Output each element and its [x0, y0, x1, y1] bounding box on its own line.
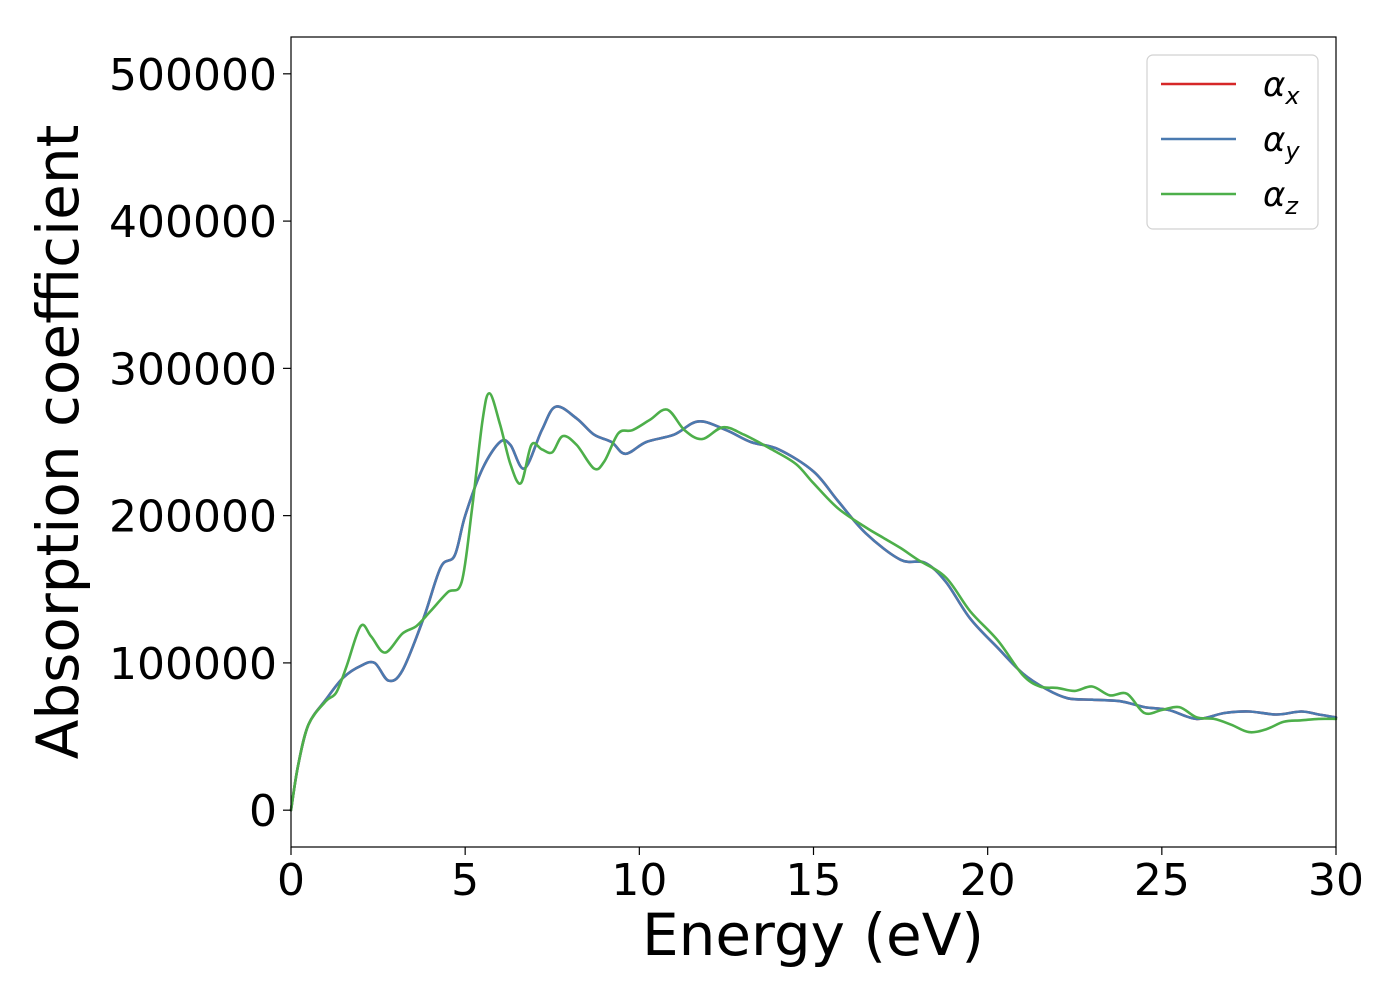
x-tick-label: 5	[451, 855, 479, 906]
legend-label-y: αy	[1263, 120, 1300, 165]
x-axis: 0 5 10 15 20 25 30	[277, 847, 1364, 906]
legend: αx αy αz	[1146, 54, 1319, 230]
series-line-z	[289, 392, 1338, 812]
x-tick-label: 25	[1134, 855, 1190, 906]
y-tick-label: 300000	[109, 344, 277, 395]
y-tick-label: 200000	[109, 492, 277, 543]
x-tick-label: 20	[960, 855, 1016, 906]
legend-items: αx αy αz	[1161, 65, 1300, 220]
series-layer	[289, 392, 1338, 812]
x-tick-label: 10	[611, 855, 667, 906]
y-tick-label: 0	[249, 786, 277, 837]
y-axis-title: Absorption coefficient	[24, 125, 92, 760]
x-tick-label: 15	[786, 855, 842, 906]
x-axis-title: Energy (eV)	[642, 901, 984, 969]
y-tick-label: 100000	[109, 639, 277, 690]
legend-label-x: αx	[1263, 65, 1300, 110]
y-axis: 0 100000 200000 300000 400000 500000	[109, 50, 291, 837]
legend-label-z: αz	[1263, 175, 1299, 220]
y-tick-label: 400000	[109, 197, 277, 248]
y-tick-label: 500000	[109, 50, 277, 101]
legend-box	[1146, 54, 1319, 230]
x-tick-label: 0	[277, 855, 305, 906]
x-tick-label: 30	[1308, 855, 1364, 906]
